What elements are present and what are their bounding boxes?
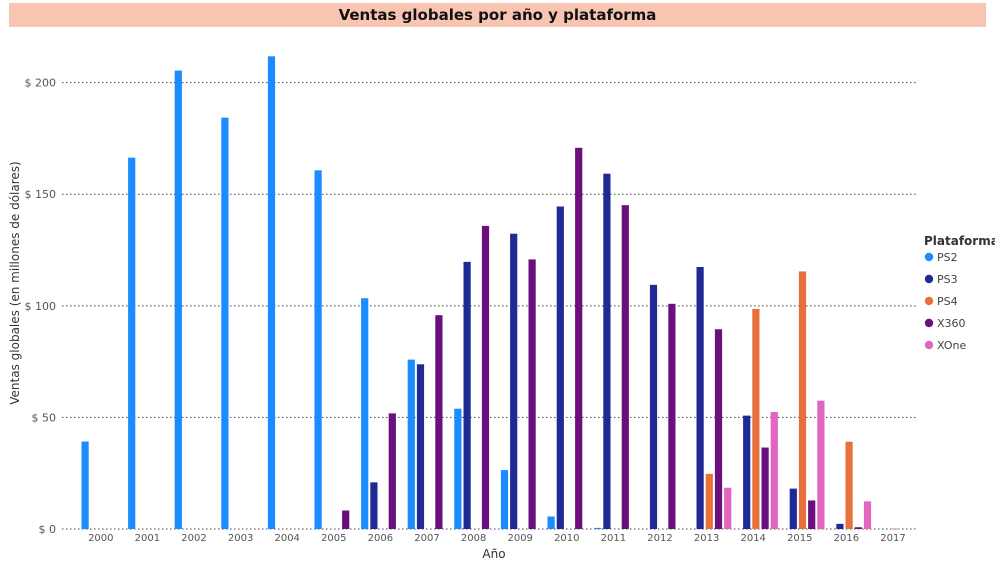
bar [603,173,611,529]
legend-label: PS2 [937,251,958,264]
bar [798,271,807,529]
x-tick-label: 2011 [601,533,626,544]
x-tick-label: 2000 [88,533,113,544]
bar [854,527,862,529]
legend-label: X360 [937,317,966,330]
x-tick-label: 2009 [507,533,532,544]
y-tick-label: $ 200 [25,77,57,90]
bar [752,308,760,529]
legend-marker [924,340,934,350]
x-tick-label: 2006 [368,533,393,544]
bar [435,315,443,529]
x-tick-label: 2001 [135,533,160,544]
bar [81,441,89,529]
bar [361,298,369,529]
x-tick-label: 2005 [321,533,346,544]
chart-title: Ventas globales por año y plataforma [338,6,657,24]
bar [743,415,751,529]
x-tick-label: 2004 [274,533,299,544]
legend-title: Plataforma [924,234,995,248]
bar [724,487,732,529]
bar [705,473,713,529]
bar [370,482,378,529]
bar [714,329,723,529]
legend-marker [924,252,934,262]
bar [845,441,853,529]
bar [836,523,844,529]
bar [407,359,415,529]
bar [575,147,583,529]
x-tick-label: 2013 [694,533,719,544]
legend-marker [924,296,934,306]
x-tick-label: 2015 [787,533,812,544]
legend-label: PS4 [937,295,958,308]
y-tick-label: $ 100 [25,300,57,313]
bar [416,364,425,529]
legend-label: XOne [937,339,966,352]
bar [528,259,536,529]
legend-label: PS3 [937,273,958,286]
x-tick-label: 2008 [461,533,486,544]
bar [668,303,676,529]
x-tick-label: 2010 [554,533,579,544]
bar [463,261,471,529]
bar [500,470,509,529]
bar [481,225,490,529]
bar [267,56,276,530]
bar [388,413,396,529]
x-tick-label: 2002 [181,533,206,544]
x-tick-label: 2017 [880,533,905,544]
bar [454,408,462,529]
bar [174,70,182,530]
bar [314,170,322,530]
bar [221,117,229,530]
bar [547,516,555,529]
bar [808,500,816,529]
bar [510,233,518,529]
legend-marker [924,318,934,328]
x-tick-label: 2016 [834,533,859,544]
y-tick-label: $ 150 [25,188,57,201]
bar [594,527,602,529]
x-tick-label: 2014 [740,533,765,544]
bar [649,284,658,529]
bar [863,501,872,529]
bar [892,528,900,530]
x-tick-label: 2007 [414,533,439,544]
x-tick-label: 2003 [228,533,253,544]
x-tick-label: 2012 [647,533,672,544]
bar [761,447,769,529]
bar [817,400,825,529]
legend-marker [924,274,934,284]
bar [696,266,704,529]
x-axis-label: Año [482,547,505,561]
bar [556,206,564,530]
y-tick-label: $ 0 [39,523,57,536]
bar [621,205,629,529]
chart-title-bar: Ventas globales por año y plataforma [9,3,986,27]
y-axis-label: Ventas globales (en millones de dólares) [8,161,22,404]
bar [789,488,797,529]
bar [770,412,778,529]
bar [342,510,350,529]
y-tick-label: $ 50 [32,411,57,424]
bar [128,157,136,529]
